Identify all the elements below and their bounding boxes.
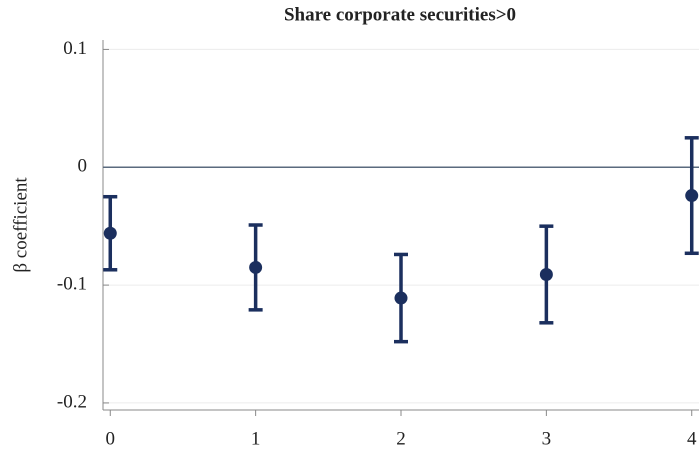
point (685, 189, 699, 203)
x-tick-label: 4 (687, 428, 697, 449)
point (539, 267, 553, 281)
x-tick-label: 3 (542, 428, 552, 449)
x-tick-label: 2 (396, 428, 406, 449)
y-tick-label: -0.1 (57, 273, 87, 294)
point (249, 260, 263, 274)
x-tick-label: 1 (251, 428, 261, 449)
y-axis-label: β coefficient (10, 177, 31, 273)
y-tick-label: -0.2 (57, 391, 87, 412)
y-tick-label: 0.1 (63, 38, 87, 59)
chart-title: Share corporate securities>0 (284, 4, 516, 25)
point (394, 291, 408, 305)
y-tick-label: 0 (78, 156, 88, 177)
x-tick-label: 0 (106, 428, 116, 449)
point (103, 226, 117, 240)
